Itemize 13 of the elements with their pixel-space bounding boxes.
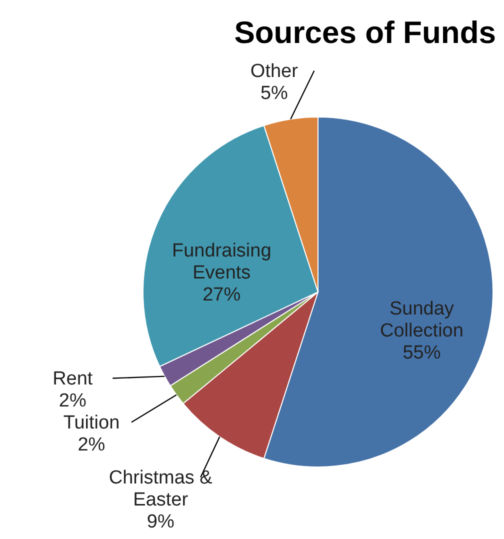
data-label: 2% [58,390,86,412]
slice-label: Tuition [63,412,120,434]
data-label: 9% [146,511,174,532]
data-label: 5% [260,82,288,104]
slice-label: Rent [52,368,94,390]
data-label: 27% [202,284,241,306]
slice-label: Other [250,60,299,82]
chart-title: Sources of Funds [234,15,496,50]
slice-label: Sunday Collection [380,298,464,342]
slice-label: Fundraising Events [172,240,272,284]
slice-label: Christmas & Easter [108,467,213,510]
data-label: 55% [402,342,441,364]
data-label: 2% [78,434,106,456]
